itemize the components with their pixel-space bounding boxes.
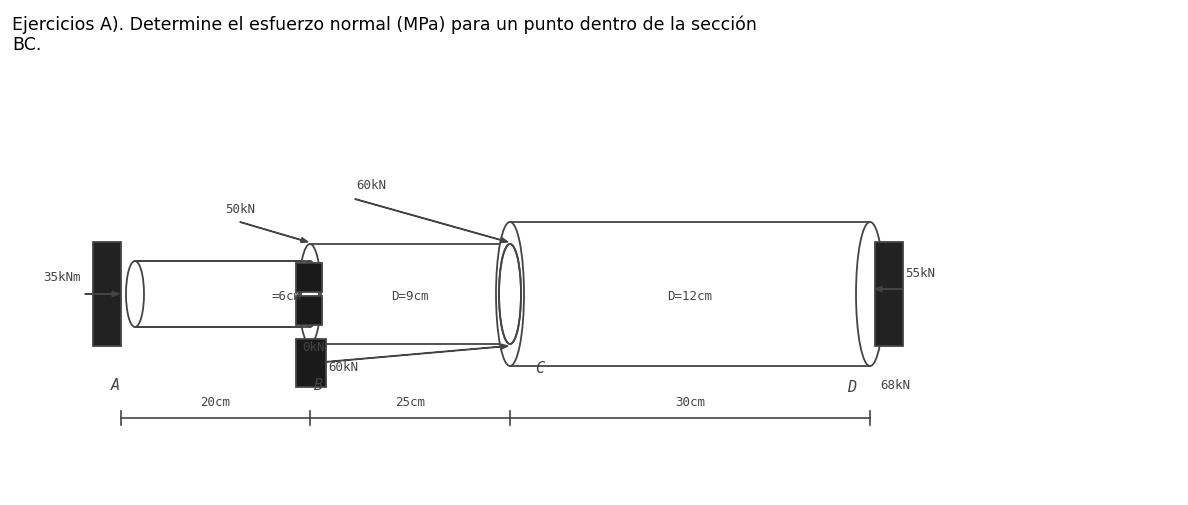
- Text: A: A: [110, 377, 120, 392]
- FancyArrow shape: [240, 222, 308, 243]
- Text: 68kN: 68kN: [880, 378, 910, 391]
- FancyArrow shape: [326, 344, 508, 363]
- Text: 60kN: 60kN: [328, 360, 358, 373]
- Text: 35kNm: 35kNm: [43, 271, 81, 283]
- Bar: [296, 296, 322, 325]
- Bar: [93, 242, 121, 346]
- Ellipse shape: [126, 262, 144, 327]
- FancyArrow shape: [86, 292, 119, 297]
- Text: 25cm: 25cm: [394, 395, 425, 408]
- Ellipse shape: [497, 223, 524, 366]
- Bar: [876, 242, 903, 346]
- FancyArrow shape: [876, 287, 902, 292]
- Text: D=12cm: D=12cm: [668, 289, 713, 302]
- FancyArrow shape: [355, 199, 508, 243]
- Text: B: B: [314, 377, 323, 392]
- Bar: [296, 264, 322, 292]
- Text: Ejercicios A). Determine el esfuerzo normal (MPa) para un punto dentro de la sec: Ejercicios A). Determine el esfuerzo nor…: [12, 15, 757, 54]
- Text: =6cm: =6cm: [272, 289, 302, 302]
- Bar: [310, 244, 510, 344]
- Text: 60kN: 60kN: [356, 179, 386, 191]
- Bar: [135, 262, 310, 327]
- Bar: [296, 339, 326, 387]
- Text: D=9cm: D=9cm: [391, 289, 429, 302]
- Text: 0kN: 0kN: [302, 340, 324, 353]
- Ellipse shape: [857, 223, 884, 366]
- Text: 50kN: 50kN: [225, 203, 255, 216]
- Text: C: C: [536, 360, 544, 375]
- Ellipse shape: [499, 244, 522, 344]
- Bar: [510, 223, 870, 366]
- Text: 20cm: 20cm: [201, 395, 230, 408]
- Text: D: D: [847, 379, 857, 394]
- Ellipse shape: [299, 244, 321, 344]
- Text: 55kN: 55kN: [905, 267, 935, 279]
- Text: 30cm: 30cm: [675, 395, 704, 408]
